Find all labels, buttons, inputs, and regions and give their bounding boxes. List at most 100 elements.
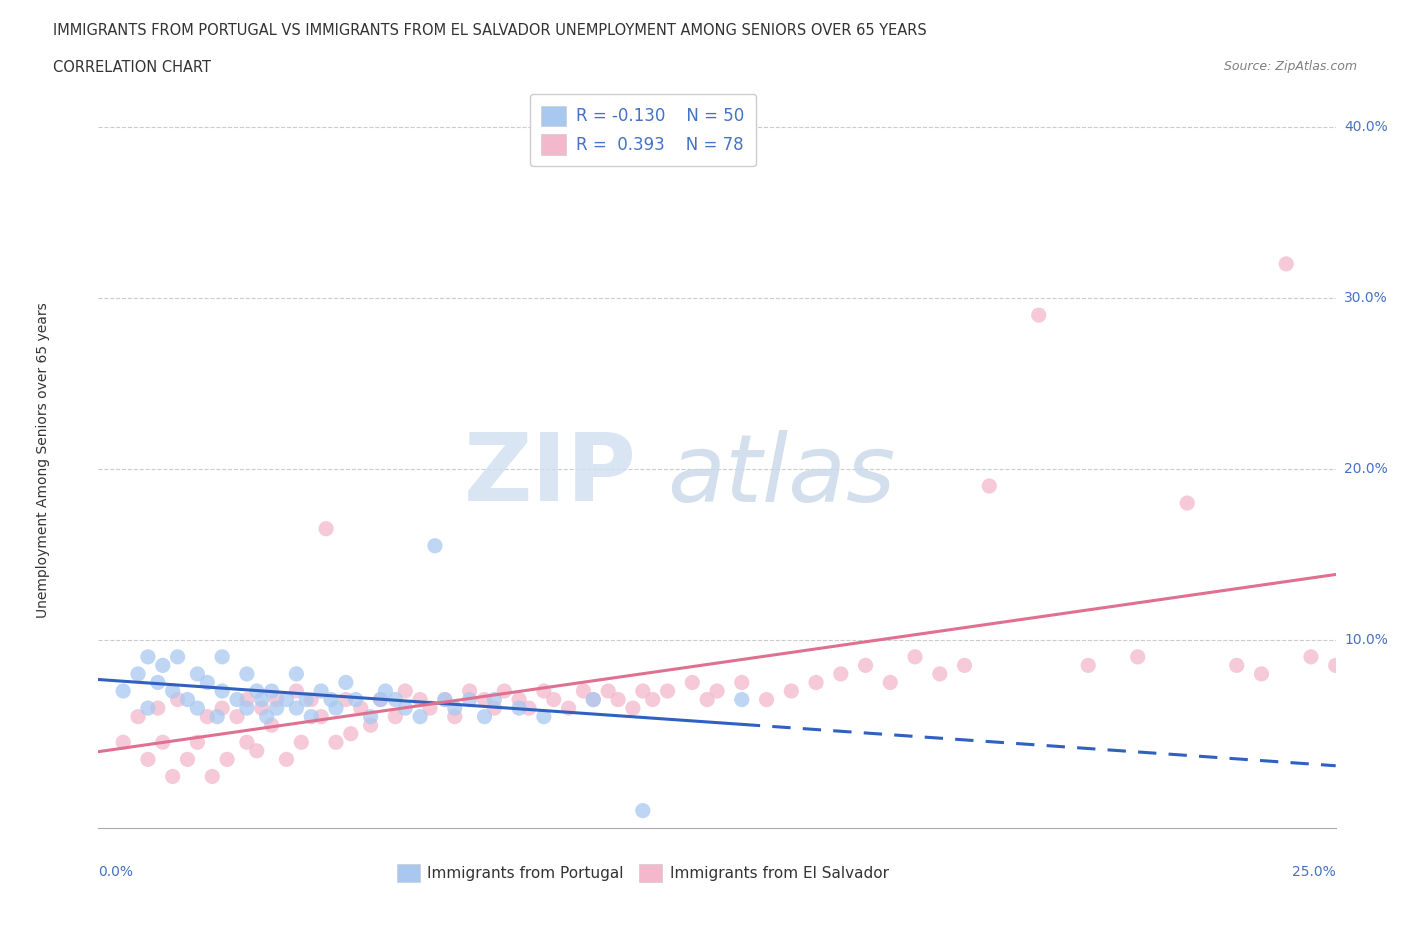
Point: [236, 692, 259, 707]
Point: [731, 675, 754, 690]
Point: [176, 752, 198, 767]
Point: [276, 692, 298, 707]
Point: [205, 710, 228, 724]
Point: [285, 667, 308, 682]
Point: [211, 649, 233, 664]
Point: [186, 667, 208, 682]
Point: [533, 684, 555, 698]
Point: [494, 684, 516, 698]
Point: [1299, 649, 1322, 664]
Point: [246, 684, 269, 698]
Point: [394, 684, 416, 698]
Point: [370, 692, 392, 707]
Point: [474, 692, 496, 707]
Point: [266, 700, 288, 715]
Text: Source: ZipAtlas.com: Source: ZipAtlas.com: [1223, 60, 1357, 73]
Point: [146, 700, 169, 715]
Text: Unemployment Among Seniors over 65 years: Unemployment Among Seniors over 65 years: [35, 302, 49, 618]
Point: [1226, 658, 1249, 672]
Point: [433, 692, 456, 707]
Point: [1028, 308, 1050, 323]
Point: [236, 735, 259, 750]
Point: [256, 710, 278, 724]
Point: [1175, 496, 1198, 511]
Point: [344, 692, 367, 707]
Point: [533, 710, 555, 724]
Point: [162, 769, 184, 784]
Point: [309, 710, 332, 724]
Point: [474, 710, 496, 724]
Point: [409, 692, 432, 707]
Point: [299, 692, 322, 707]
Point: [731, 692, 754, 707]
Point: [458, 692, 481, 707]
Point: [186, 700, 208, 715]
Point: [340, 726, 363, 741]
Point: [508, 700, 530, 715]
Point: [136, 649, 159, 664]
Point: [195, 675, 218, 690]
Text: 40.0%: 40.0%: [1344, 120, 1388, 134]
Point: [631, 804, 654, 818]
Point: [696, 692, 718, 707]
Point: [855, 658, 877, 672]
Point: [1126, 649, 1149, 664]
Point: [443, 700, 465, 715]
Point: [384, 692, 406, 707]
Point: [211, 684, 233, 698]
Point: [285, 684, 308, 698]
Point: [325, 735, 347, 750]
Point: [582, 692, 605, 707]
Point: [384, 710, 406, 724]
Point: [423, 538, 446, 553]
Point: [276, 752, 298, 767]
Point: [1275, 257, 1298, 272]
Point: [152, 735, 174, 750]
Point: [176, 692, 198, 707]
Point: [804, 675, 827, 690]
Text: ZIP: ZIP: [464, 429, 637, 521]
Point: [260, 684, 283, 698]
Point: [166, 692, 188, 707]
Point: [201, 769, 224, 784]
Point: [166, 649, 188, 664]
Point: [631, 684, 654, 698]
Point: [517, 700, 540, 715]
Point: [236, 667, 259, 682]
Point: [226, 692, 249, 707]
Point: [350, 700, 373, 715]
Point: [458, 684, 481, 698]
Point: [433, 692, 456, 707]
Text: 30.0%: 30.0%: [1344, 291, 1388, 305]
Point: [572, 684, 595, 698]
Point: [508, 692, 530, 707]
Point: [127, 667, 149, 682]
Point: [266, 692, 288, 707]
Point: [953, 658, 976, 672]
Point: [904, 649, 927, 664]
Point: [295, 692, 318, 707]
Point: [598, 684, 620, 698]
Point: [928, 667, 950, 682]
Point: [226, 710, 249, 724]
Point: [127, 710, 149, 724]
Point: [557, 700, 579, 715]
Point: [250, 700, 273, 715]
Point: [186, 735, 208, 750]
Point: [830, 667, 852, 682]
Point: [299, 710, 322, 724]
Point: [335, 675, 357, 690]
Point: [621, 700, 644, 715]
Point: [1324, 658, 1347, 672]
Text: 0.0%: 0.0%: [98, 865, 134, 879]
Point: [285, 700, 308, 715]
Point: [360, 718, 382, 733]
Point: [211, 700, 233, 715]
Text: 25.0%: 25.0%: [1292, 865, 1336, 879]
Point: [657, 684, 679, 698]
Point: [360, 710, 382, 724]
Point: [607, 692, 630, 707]
Point: [217, 752, 239, 767]
Point: [162, 684, 184, 698]
Point: [246, 743, 269, 758]
